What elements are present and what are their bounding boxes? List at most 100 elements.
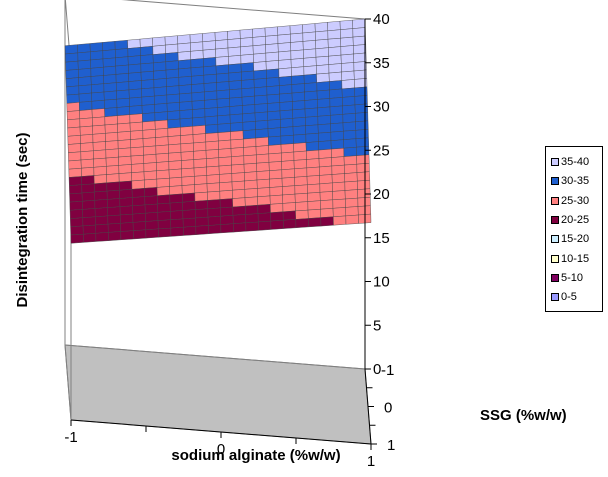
surface-cell [316,81,330,92]
surface-cell [269,169,283,180]
surface-cell [195,225,209,235]
surface-cell [231,180,246,191]
surface-cell [265,51,279,62]
surface-cell [178,76,192,86]
surface-cell [330,130,344,141]
surface-cell [107,206,121,217]
surface-cell [93,157,107,168]
surface-cell [268,144,282,155]
surface-cell [106,165,120,175]
surface-cell [207,207,221,218]
surface-cell [91,99,105,110]
surface-cell [132,204,146,215]
surface-cell [220,215,234,225]
surface-cell [245,213,259,224]
surface-cell [129,105,143,115]
surface-cell [130,154,145,165]
surface-cell [266,93,281,104]
surface-cell [290,58,305,69]
surface-cell [144,203,159,214]
surface-cell [239,28,254,39]
surface-cell [80,150,94,161]
surface-cell [67,118,81,129]
surface-cell [127,38,141,49]
surface-cell [77,43,91,54]
surface-cell [204,98,218,109]
surface-cell [220,223,234,234]
surface-cell [332,198,346,209]
legend-swatch [551,273,559,282]
surface-cell [167,118,181,129]
surface-cell [143,145,157,156]
surface-cell [216,72,230,83]
surface-cell [140,70,155,81]
surface-cell [245,221,259,232]
surface-cell [329,80,343,91]
surface-cell [181,167,195,178]
surface-cell [181,159,195,170]
surface-cell [102,49,116,60]
surface-cell [278,50,292,61]
surface-cell [80,158,95,169]
surface-cell [129,113,143,124]
surface-cell [303,56,317,67]
legend-swatch [551,177,559,186]
surface-cell [279,92,293,103]
surface-cell [165,52,179,63]
surface-cell [144,187,158,197]
surface-cell [154,111,168,122]
surface-cell [315,30,329,41]
surface-cell [307,192,321,202]
surface-cell [217,131,232,142]
surface-cell [90,75,105,86]
surface-cell [345,214,359,225]
surface-cell [215,39,229,50]
surface-cell [241,79,255,90]
surface-cell [353,44,367,55]
x-tick-label: 0 [217,441,225,458]
surface-cell [277,25,291,36]
surface-cell [294,192,309,203]
surface-cell [268,152,282,163]
surface-cell [215,56,229,67]
surface-cell [342,104,356,115]
surface-cell [193,141,207,152]
surface-cell [291,83,305,94]
surface-cell [180,134,194,145]
surface-cell [320,199,334,210]
surface-cell [166,102,181,112]
surface-cell [166,85,180,96]
surface-cell [242,104,256,115]
surface-cell [289,24,304,35]
surface-cell [128,88,143,99]
surface-cell [217,106,231,117]
surface-cell [277,33,291,44]
surface-cell [340,53,355,64]
surface-cell [240,62,255,73]
surface-cell [304,82,318,93]
surface-cell [203,82,218,93]
surface-cell [104,123,118,134]
surface-cell [219,181,233,192]
surface-cell [257,195,271,206]
surface-cell [341,79,355,90]
surface-cell [354,103,369,114]
surface-cell [269,177,283,188]
surface-cell [302,23,316,34]
legend-label: 0-5 [561,291,577,304]
surface-cell [342,121,357,132]
surface-cell [169,176,183,187]
surface-cell [177,34,191,45]
surface-cell [217,123,231,133]
surface-cell [316,64,330,75]
surface-cell [192,125,206,135]
surface-cell [341,87,356,98]
surface-cell [155,144,169,155]
surface-cell [130,146,144,157]
surface-cell [82,224,97,235]
surface-cell [332,181,346,192]
surface-cell [355,112,369,123]
surface-cell [106,181,120,192]
surface-cell [206,182,221,193]
surface-cell [115,73,130,83]
